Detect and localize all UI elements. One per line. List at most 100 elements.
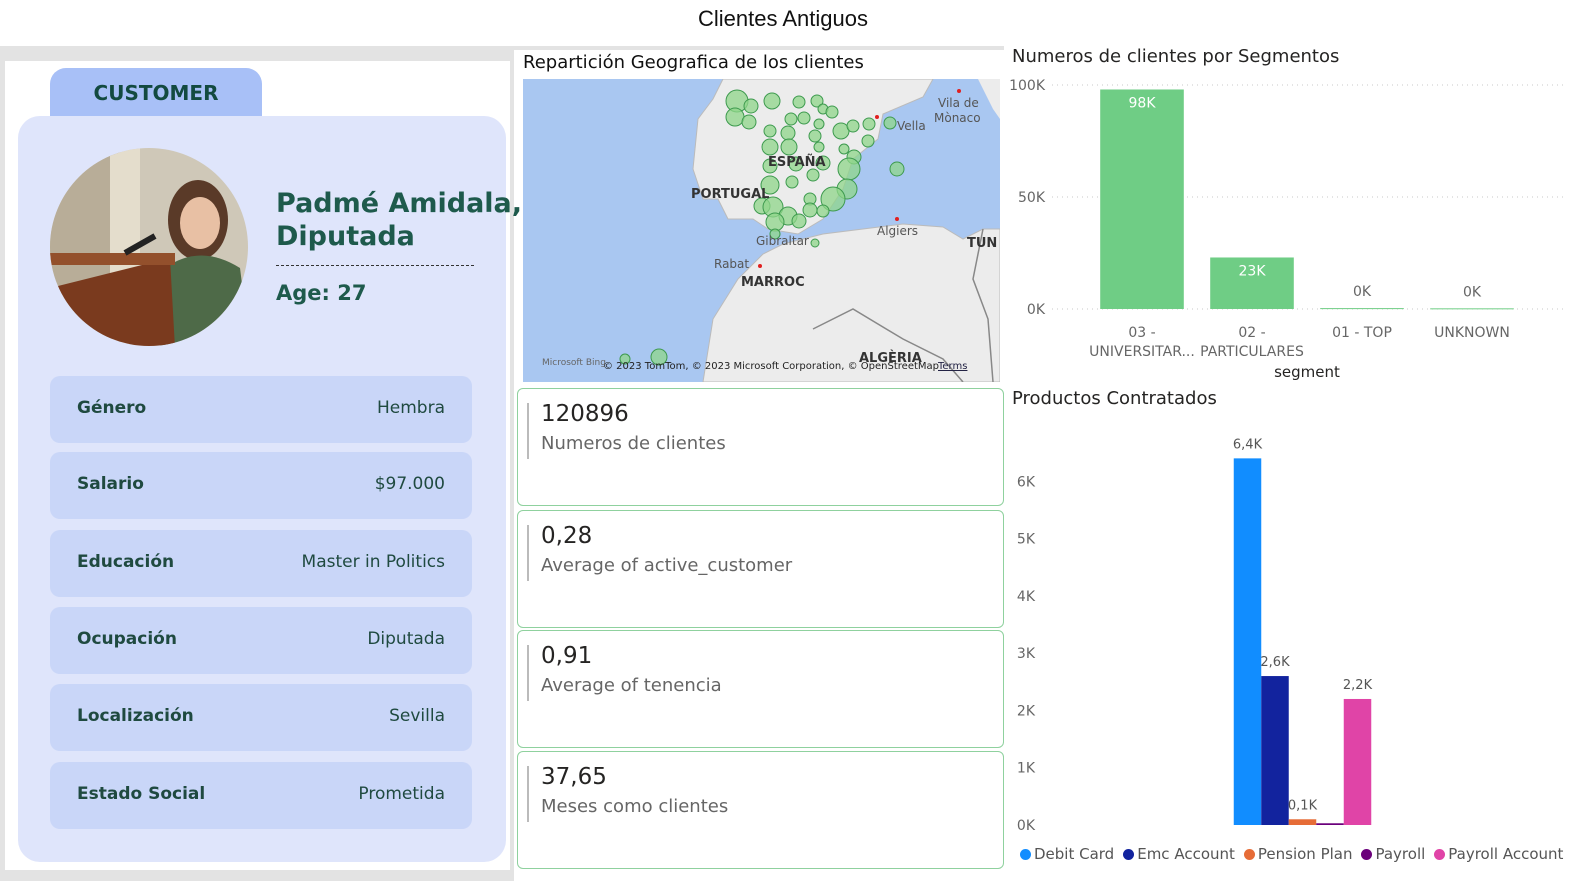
map — [523, 79, 1000, 382]
data-label: 2,6K — [1260, 655, 1290, 670]
map-terms[interactable]: Terms — [938, 361, 968, 372]
kpi-accent — [527, 403, 529, 459]
y-tick-label: 100K — [1009, 78, 1046, 94]
data-label: 6,4K — [1233, 437, 1263, 452]
customer-tab: CUSTOMER — [50, 68, 262, 118]
kpi-value: 0,28 — [541, 523, 593, 549]
map-label: Algiers — [877, 224, 919, 238]
map-label: MARROC — [741, 275, 805, 290]
map-label: Mònaco — [934, 111, 981, 125]
field-row: Salario $97.000 — [50, 452, 472, 519]
field-row: Educación Master in Politics — [50, 530, 472, 597]
separator — [514, 46, 1004, 50]
bar — [1430, 308, 1514, 310]
customer-age: Age: 27 — [276, 281, 367, 305]
x-tick-label: 01 - TOP — [1332, 325, 1392, 341]
field-value: Hembra — [377, 398, 445, 418]
map-label: Gibraltar — [756, 234, 809, 248]
legend: Debit Card Emc Account Pension Plan Payroll… — [1020, 845, 1563, 863]
x-tick-label: 03 - UNIVERSITAR... — [1089, 325, 1195, 360]
y-tick-label: 3K — [1017, 646, 1036, 662]
kpi-value: 120896 — [541, 401, 629, 427]
field-label: Ocupación — [77, 629, 177, 649]
y-tick-label: 0K — [1027, 302, 1046, 318]
products-chart: Productos Contratados 0K 1K 2K 3K 4K 5K 6K 6,4K 2… — [1005, 386, 1568, 881]
kpi-label: Average of active_customer — [541, 555, 793, 576]
map-title: Repartición Geografica de los clientes — [523, 52, 864, 73]
field-value: Master in Politics — [301, 552, 445, 572]
legend-swatch — [1020, 848, 1031, 860]
map-label: ALGÈRIA — [859, 351, 922, 366]
y-tick-label: 1K — [1017, 761, 1036, 777]
y-tick-label: 6K — [1017, 474, 1036, 490]
field-label: Género — [77, 398, 147, 418]
legend-swatch — [1243, 848, 1255, 860]
bar — [1343, 698, 1372, 825]
legend-item: Payroll Account — [1434, 845, 1563, 863]
field-value: Prometida — [358, 784, 445, 804]
map-label: TUN — [967, 236, 998, 251]
data-label: 23K — [1239, 263, 1267, 279]
customer-photo — [50, 148, 248, 346]
y-tick-label: 2K — [1017, 703, 1036, 719]
plot: 0K 50K 100K 98K 23K 0K 0K — [1009, 78, 1563, 318]
field-label: Salario — [77, 474, 144, 494]
kpi-card: 120896 Numeros de clientes — [517, 388, 1004, 506]
data-label: 0K — [1353, 284, 1372, 300]
bar — [1210, 257, 1294, 309]
data-label: 2,2K — [1343, 678, 1373, 693]
bar — [1288, 819, 1317, 825]
legend-swatch — [1361, 848, 1373, 860]
legend-swatch — [1434, 848, 1446, 860]
kpi-label: Numeros de clientes — [541, 433, 726, 454]
kpi-card: 37,65 Meses como clientes — [517, 751, 1004, 869]
bar — [1100, 89, 1184, 309]
kpi-value: 37,65 — [541, 764, 607, 790]
field-value: Sevilla — [389, 706, 445, 726]
legend-label: Pension Plan — [1257, 845, 1353, 863]
chart-title: Productos Contratados — [1012, 388, 1217, 409]
y-tick-label: 5K — [1017, 532, 1036, 548]
legend-item: Debit Card — [1020, 845, 1114, 863]
kpi-accent — [527, 645, 529, 701]
field-row: Estado Social Prometida — [50, 762, 472, 829]
map-label: Vella — [897, 119, 926, 133]
legend-label: Debit Card — [1034, 845, 1115, 863]
field-row: Ocupación Diputada — [50, 607, 472, 674]
map-label: Rabat — [714, 257, 750, 271]
segment-chart: Numeros de clientes por Segmentos 0K 50K 10… — [1005, 46, 1568, 386]
kpi-card: 0,28 Average of active_customer — [517, 510, 1004, 628]
legend-label: Payroll Account — [1448, 845, 1564, 863]
plot: 0K 1K 2K 3K 4K 5K 6K 6,4K 2,6K 0,1K 2,2K — [1017, 437, 1373, 834]
y-tick-label: 0K — [1017, 818, 1036, 834]
bar — [1233, 458, 1262, 825]
customer-name: Padmé Amidala, — [276, 188, 523, 219]
field-label: Localización — [77, 706, 194, 726]
field-row: Localización Sevilla — [50, 684, 472, 751]
y-tick-label: 4K — [1017, 589, 1036, 605]
data-label: 0,1K — [1288, 798, 1318, 813]
kpi-accent — [527, 766, 529, 822]
x-tick-label: 02 - PARTICULARES — [1200, 325, 1304, 360]
x-tick-label: UNKNOWN — [1434, 325, 1510, 341]
kpi-label: Meses como clientes — [541, 796, 729, 817]
legend-item: Pension Plan — [1243, 845, 1353, 863]
legend-swatch — [1123, 848, 1135, 860]
field-label: Educación — [77, 552, 175, 572]
kpi-card: 0,91 Average of tenencia — [517, 630, 1004, 748]
bar — [1261, 676, 1289, 825]
customer-role: Diputada — [276, 221, 415, 252]
map-label: ESPAÑA — [768, 155, 826, 170]
kpi-value: 0,91 — [541, 643, 593, 669]
data-label: 0K — [1463, 284, 1482, 300]
y-tick-label: 50K — [1018, 190, 1046, 206]
field-row: Género Hembra — [50, 376, 472, 443]
map-attribution: © 2023 TomTom, © 2023 Microsoft Corporat… — [603, 361, 940, 372]
legend-item: Payroll — [1361, 845, 1425, 863]
map-label: PORTUGAL — [691, 187, 770, 202]
divider — [276, 265, 474, 266]
bar — [1320, 308, 1404, 310]
legend-item: Emc Account — [1123, 845, 1235, 863]
map-label: Vila de — [938, 96, 979, 110]
